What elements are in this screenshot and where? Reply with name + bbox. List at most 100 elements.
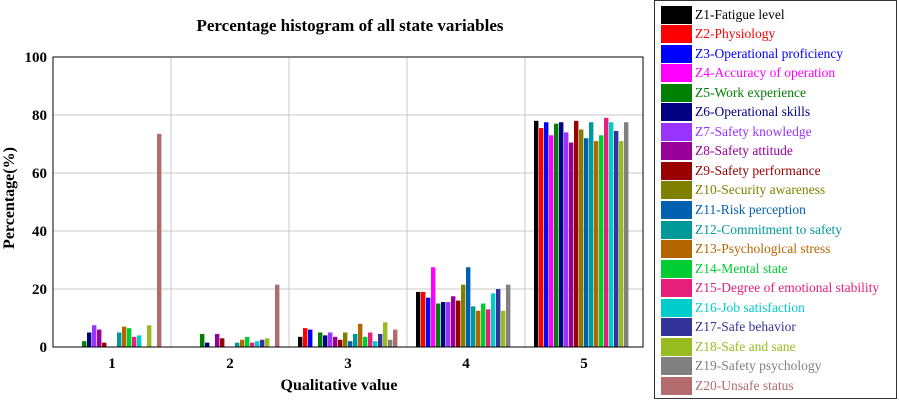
y-tick-label: 20: [32, 282, 47, 298]
legend-item: Z15-Degree of emotional stability: [661, 279, 879, 298]
bar: [451, 296, 456, 347]
bar: [609, 122, 614, 347]
legend-swatch: [661, 259, 692, 278]
y-tick-label: 80: [32, 108, 47, 124]
bar: [82, 341, 87, 347]
y-tick-label: 0: [40, 340, 48, 356]
bar: [471, 306, 476, 347]
legend-swatch: [661, 122, 692, 141]
legend-swatch: [661, 25, 692, 44]
bar: [303, 328, 308, 347]
bar: [506, 284, 511, 347]
bar: [564, 132, 569, 347]
bar: [298, 336, 303, 347]
legend-swatch: [661, 240, 692, 259]
bar: [373, 341, 378, 347]
legend-item: Z7-Safety knowledge: [661, 122, 812, 141]
bar: [275, 284, 280, 347]
bar: [220, 338, 225, 347]
bar: [436, 303, 441, 347]
legend-label: Z1-Fatigue level: [695, 6, 785, 22]
bar: [534, 120, 539, 347]
legend-item: Z3-Operational proficiency: [661, 44, 843, 63]
bar: [122, 326, 127, 347]
x-tick-label: 5: [580, 356, 588, 372]
bar: [132, 336, 137, 347]
legend-label: Z19-Safety psychology: [695, 358, 822, 374]
bar: [388, 339, 393, 347]
legend-swatch: [661, 161, 692, 180]
legend-label: Z2-Physiology: [695, 26, 776, 42]
legend-swatch: [661, 376, 692, 395]
bar: [318, 332, 323, 347]
legend-item: Z19-Safety psychology: [661, 357, 821, 376]
bar: [544, 122, 549, 347]
bar: [200, 333, 205, 347]
bar: [205, 342, 210, 347]
legend-item: Z2-Physiology: [661, 25, 775, 44]
bar: [393, 329, 398, 347]
legend-label: Z13-Psychological stress: [695, 241, 831, 257]
x-axis-label: Qualitative value: [281, 377, 398, 394]
legend-swatch: [661, 337, 692, 356]
y-tick-label: 60: [32, 166, 47, 182]
x-tick-label: 1: [108, 356, 116, 372]
bar: [549, 135, 554, 347]
legend-swatch: [661, 142, 692, 161]
legend-swatch: [661, 201, 692, 219]
bar: [117, 332, 122, 347]
bar: [456, 300, 461, 347]
legend-item: Z4-Accuracy of operation: [661, 64, 835, 83]
legend-item: Z5-Work experience: [661, 83, 806, 102]
bar: [614, 130, 619, 347]
legend-label: Z4-Accuracy of operation: [695, 65, 836, 81]
bar: [127, 328, 132, 347]
legend-label: Z5-Work experience: [695, 84, 806, 100]
bar: [476, 310, 481, 347]
bar: [157, 133, 162, 347]
legend-label: Z12-Commitment to safety: [695, 221, 842, 237]
bar: [589, 122, 594, 347]
legend-item: Z9-Safety performance: [661, 161, 821, 180]
bar: [333, 336, 338, 347]
bar: [323, 335, 328, 347]
legend-item: Z10-Security awareness: [661, 181, 825, 200]
bar: [584, 138, 589, 347]
bar: [260, 339, 265, 347]
bar: [338, 339, 343, 347]
bar: [501, 310, 506, 347]
y-axis-label: Percentage(%): [1, 147, 18, 249]
legend-swatch: [661, 103, 692, 122]
bar: [441, 302, 446, 347]
bar: [486, 309, 491, 347]
legend-swatch: [661, 318, 692, 337]
bar: [461, 284, 466, 347]
bar: [559, 122, 564, 347]
bar: [416, 291, 421, 347]
bars: [82, 117, 629, 348]
bar: [426, 297, 431, 347]
bar: [215, 333, 220, 347]
bar: [431, 267, 436, 347]
bar: [624, 122, 629, 347]
legend: Z1-Fatigue level Z2-Physiology Z3-Operatio…: [654, 0, 897, 399]
bar: [491, 293, 496, 347]
bar: [421, 291, 426, 347]
bar: [619, 141, 624, 347]
bar: [97, 329, 102, 347]
bar: [245, 336, 250, 347]
legend-swatch: [661, 357, 692, 376]
bar: [604, 117, 609, 348]
chart-title: Percentage histogram of all state variab…: [196, 16, 503, 35]
bar: [368, 332, 373, 347]
bar: [554, 123, 559, 347]
legend-item: Z18-Safe and sane: [661, 337, 795, 356]
legend-label: Z18-Safe and sane: [695, 338, 796, 354]
legend-item: Z17-Safe behavior: [661, 318, 796, 337]
legend-item: Z6-Operational skills: [661, 103, 810, 122]
legend-item: Z11-Risk perception: [661, 201, 806, 220]
bar: [137, 335, 142, 347]
y-tick-labels: 0 20 40 60 80 100: [25, 50, 48, 356]
x-tick-label: 3: [344, 356, 352, 372]
bar: [594, 141, 599, 347]
